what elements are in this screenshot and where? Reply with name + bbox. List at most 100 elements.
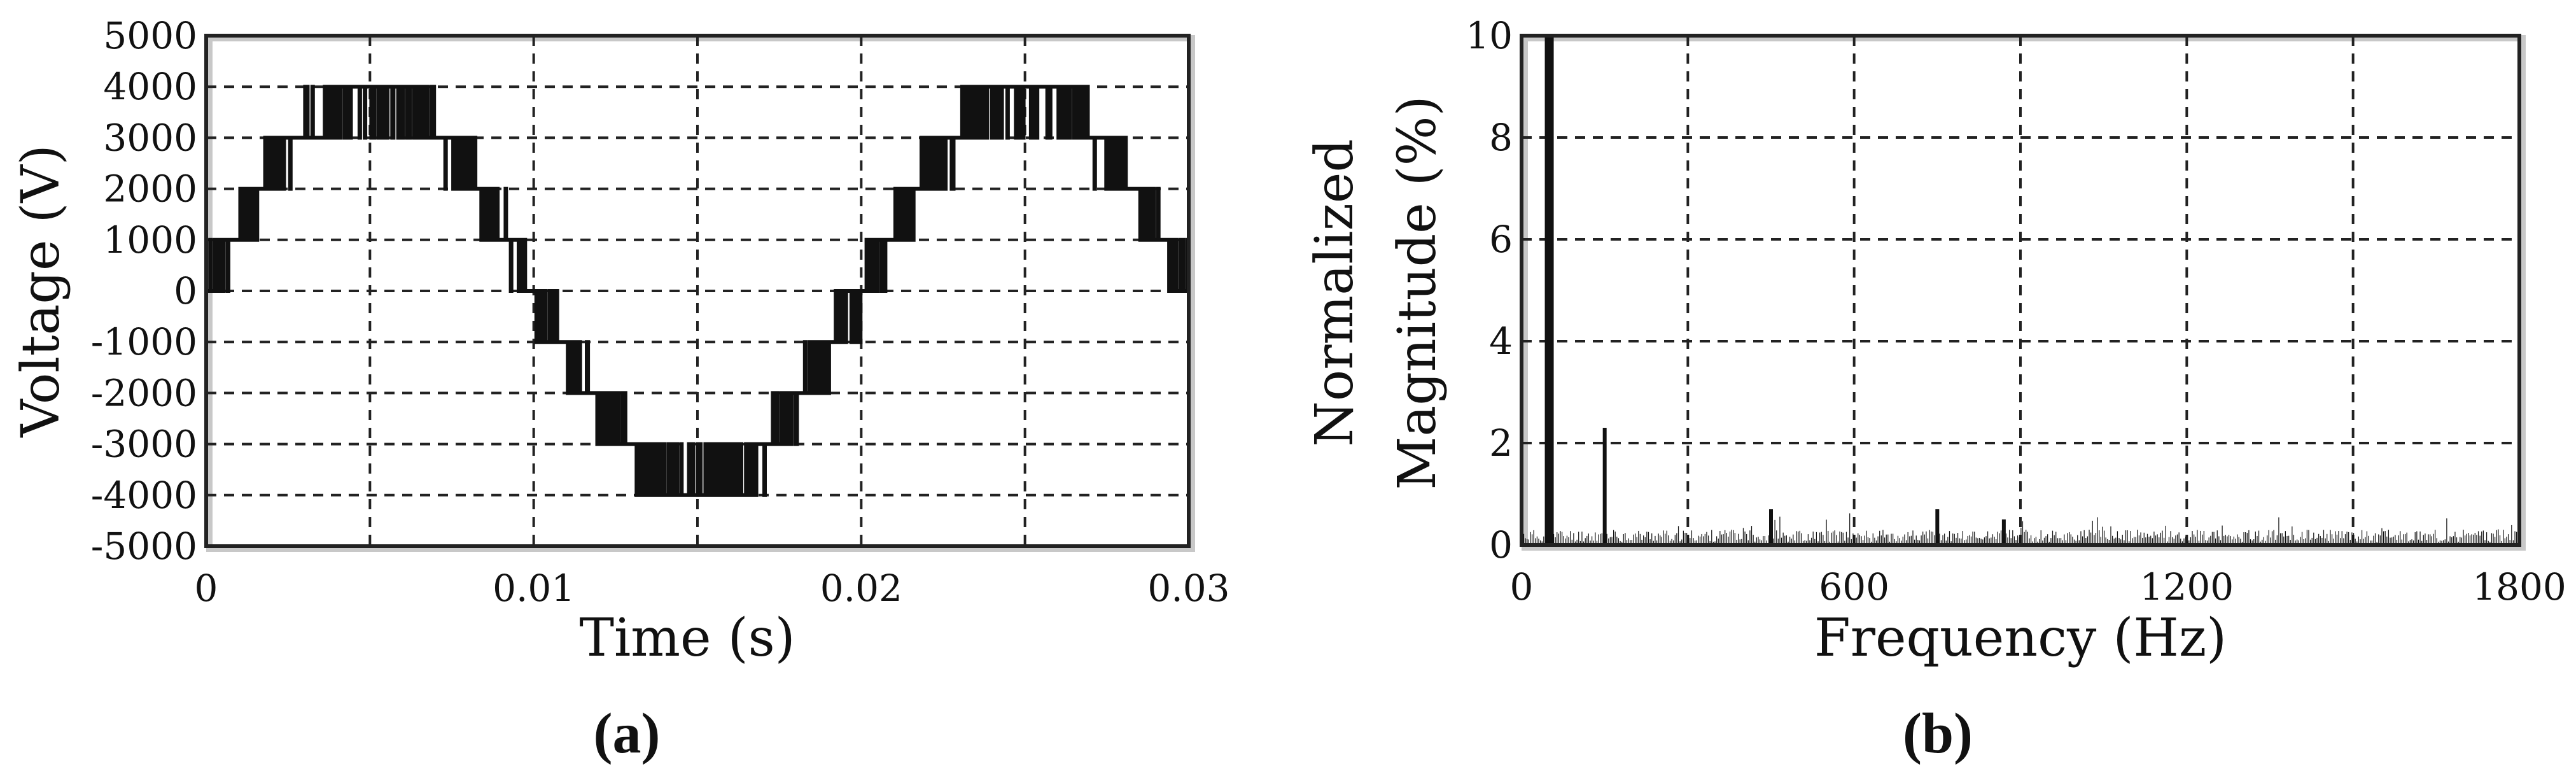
spectrum-noise-bar	[1711, 530, 1712, 545]
spectrum-noise-bar	[2348, 532, 2349, 545]
spectrum-noise-bar	[1538, 539, 1539, 545]
spectrum-noise-bar	[2275, 539, 2276, 545]
spectrum-noise-bar	[2496, 530, 2497, 545]
spectrum-x-tick-label: 0	[1510, 565, 1534, 609]
spectrum-harmonic-bar	[1602, 428, 1607, 545]
spectrum-noise-bar	[1836, 535, 1837, 545]
spectrum-noise-bar	[2258, 530, 2260, 545]
spectrum-noise-bar	[2471, 534, 2472, 545]
spectrum-noise-bar	[1766, 540, 1767, 545]
panel-label-a: (a)	[594, 702, 661, 765]
spectrum-noise-bar	[1772, 539, 1774, 545]
voltage-y-tick-label: -5000	[91, 525, 197, 568]
spectrum-noise-bar	[1614, 532, 1616, 545]
voltage-y-tick-label: 0	[174, 269, 197, 313]
spectrum-noise-bar	[2148, 537, 2150, 545]
voltage-x-axis-label: Time (s)	[579, 608, 795, 668]
spectrum-noise-bar	[1879, 530, 1880, 545]
spectrum-noise-bar	[2057, 538, 2058, 545]
spectrum-noise-bar	[2062, 540, 2063, 545]
spectrum-noise-bar	[1894, 539, 1895, 545]
voltage-x-tick-label: 0.02	[820, 567, 902, 610]
spectrum-noise-bar	[1653, 540, 1654, 545]
spectrum-noise-bar	[1707, 535, 1709, 545]
spectrum-noise-bar	[1844, 540, 1845, 545]
spectrum-noise-bar	[2039, 539, 2040, 545]
spectrum-noise-bar	[2157, 534, 2158, 545]
spectrum-noise-bar	[2087, 536, 2089, 545]
spectrum-noise-bar	[2311, 537, 2313, 545]
spectrum-noise-bar	[2145, 537, 2146, 545]
spectrum-noise-bar	[2444, 539, 2446, 545]
spectrum-noise-bar	[2225, 535, 2226, 545]
spectrum-noise-bar	[2321, 537, 2323, 545]
spectrum-noise-bar	[1609, 537, 1611, 545]
spectrum-noise-bar	[1683, 530, 1684, 545]
spectrum-noise-bar	[1747, 540, 1749, 545]
spectrum-noise-bar	[2146, 533, 2148, 545]
spectrum-noise-bar	[1939, 533, 1940, 545]
spectrum-noise-bar	[2012, 530, 2013, 545]
spectrum-noise-bar	[2008, 530, 2010, 545]
spectrum-noise-bar	[2419, 531, 2421, 545]
voltage-x-tick-label: 0	[195, 567, 218, 610]
spectrum-harmonic-bar	[1935, 509, 1940, 545]
spectrum-noise-bar	[1869, 538, 1870, 545]
spectrum-noise-bar	[2479, 535, 2481, 545]
voltage-y-tick-label: 1000	[103, 218, 197, 262]
spectrum-noise-bar	[2120, 539, 2122, 545]
spectrum-noise-bar	[2276, 535, 2278, 545]
spectrum-noise-bar	[2363, 539, 2364, 545]
spectrum-noise-bar	[1929, 530, 1930, 545]
spectrum-noise-bar	[1691, 530, 1693, 545]
spectrum-noise-bar	[1744, 531, 1746, 545]
spectrum-noise-bar	[1849, 513, 1851, 545]
spectrum-noise-bar	[1568, 537, 1569, 545]
spectrum-noise-bar	[2150, 535, 2152, 545]
spectrum-noise-bar	[2092, 521, 2093, 545]
spectrum-noise-bar	[1852, 533, 1854, 545]
spectrum-noise-bar	[2413, 540, 2414, 545]
spectrum-noise-bar	[1957, 533, 1959, 545]
spectrum-noise-bar	[2142, 537, 2143, 545]
spectrum-noise-bar	[2113, 539, 2115, 545]
spectrum-noise-bar	[2288, 535, 2290, 545]
spectrum-noise-bar	[2143, 532, 2145, 545]
spectrum-noise-bar	[2251, 540, 2253, 545]
spectrum-noise-bar	[2170, 531, 2171, 545]
spectrum-noise-bar	[2482, 530, 2484, 545]
spectrum-noise-bar	[1949, 531, 1950, 545]
spectrum-noise-bar	[1801, 533, 1802, 545]
spectrum-noise-bar	[1623, 534, 1624, 545]
spectrum-noise-bar	[2426, 540, 2428, 545]
spectrum-noise-bar	[2118, 538, 2120, 545]
spectrum-noise-bar	[2015, 540, 2017, 545]
spectrum-noise-bar	[2102, 526, 2103, 545]
spectrum-harmonic-bar	[1544, 36, 1554, 545]
spectrum-noise-bar	[1638, 530, 1639, 545]
voltage-y-axis-label: Voltage (V)	[11, 145, 71, 437]
spectrum-noise-bar	[1854, 539, 1856, 545]
spectrum-noise-bar	[1598, 534, 1599, 545]
spectrum-noise-bar	[2349, 539, 2351, 545]
spectrum-noise-bar	[1555, 537, 1556, 545]
spectrum-noise-bar	[2414, 532, 2416, 545]
spectrum-noise-bar	[1776, 530, 1777, 545]
spectrum-noise-bar	[2391, 537, 2393, 545]
spectrum-noise-bar	[2393, 536, 2394, 545]
voltage-x-tick-label: 0.03	[1147, 567, 1229, 610]
spectrum-noise-bar	[2054, 535, 2055, 545]
spectrum-noise-bar	[1856, 537, 1857, 545]
voltage-x-tick-label: 0.01	[493, 567, 575, 610]
spectrum-noise-bar	[2205, 540, 2206, 545]
spectrum-noise-bar	[2411, 539, 2412, 545]
spectrum-noise-bar	[1611, 537, 1613, 545]
spectrum-noise-bar	[1774, 519, 1775, 545]
spectrum-noise-bar	[1819, 532, 1821, 545]
spectrum-noise-bar	[2281, 533, 2283, 545]
spectrum-noise-bar	[2270, 537, 2271, 545]
spectrum-y-tick-label: 0	[1489, 523, 1513, 567]
spectrum-noise-bar	[2125, 530, 2127, 545]
spectrum-noise-bar	[1791, 539, 1792, 545]
spectrum-noise-bar	[1709, 540, 1711, 545]
